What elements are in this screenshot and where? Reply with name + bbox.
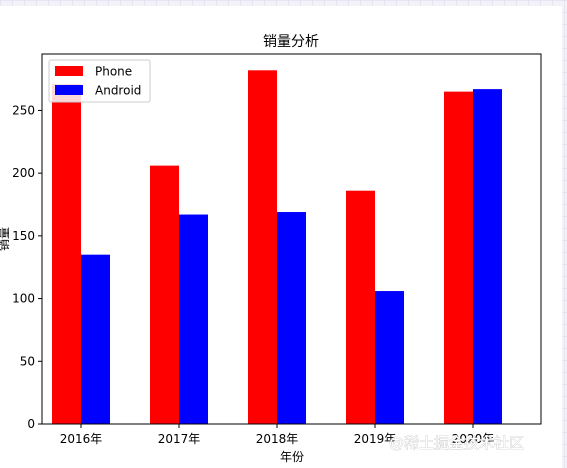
legend-swatch-phone: [55, 66, 83, 76]
bar-android-4: [473, 89, 502, 424]
y-tick-label: 200: [12, 166, 35, 180]
plot-area: [52, 70, 502, 425]
legend-label-phone: Phone: [95, 65, 132, 79]
y-tick-label: 150: [12, 229, 35, 243]
x-tick-label: 2020年: [452, 432, 495, 446]
x-tick-label: 2019年: [354, 432, 397, 446]
x-axis-label: 年份: [280, 450, 304, 464]
legend: Phone Android: [48, 59, 151, 103]
bar-android-0: [81, 254, 110, 424]
y-tick-label: 100: [12, 292, 35, 306]
chart-title: 销量分析: [263, 34, 319, 50]
legend-label-android: Android: [95, 84, 141, 98]
y-tick-label: 50: [20, 354, 35, 368]
bar-phone-1: [150, 165, 179, 424]
bar-phone-4: [444, 91, 473, 424]
bar-phone-3: [346, 190, 375, 424]
x-axis-ticks: 2016年 2017年 2018年 2019年 2020年: [60, 424, 495, 446]
y-tick-label: 250: [12, 103, 35, 117]
y-axis-ticks: 0 50 100 150 200 250: [12, 103, 42, 431]
bar-phone-2: [248, 70, 277, 424]
y-tick-label: 0: [27, 417, 35, 431]
x-tick-label: 2018年: [256, 432, 299, 446]
bar-android-3: [375, 291, 404, 424]
legend-swatch-android: [55, 85, 83, 95]
x-tick-label: 2016年: [60, 432, 103, 446]
x-tick-label: 2017年: [158, 432, 201, 446]
bar-android-1: [179, 214, 208, 424]
y-axis-label: 销量: [0, 227, 11, 251]
axes-frame: [41, 53, 542, 425]
watermark: @稀土掘金技术社区: [389, 434, 524, 452]
bar-android-2: [277, 212, 306, 424]
bar-phone-0: [52, 84, 81, 425]
